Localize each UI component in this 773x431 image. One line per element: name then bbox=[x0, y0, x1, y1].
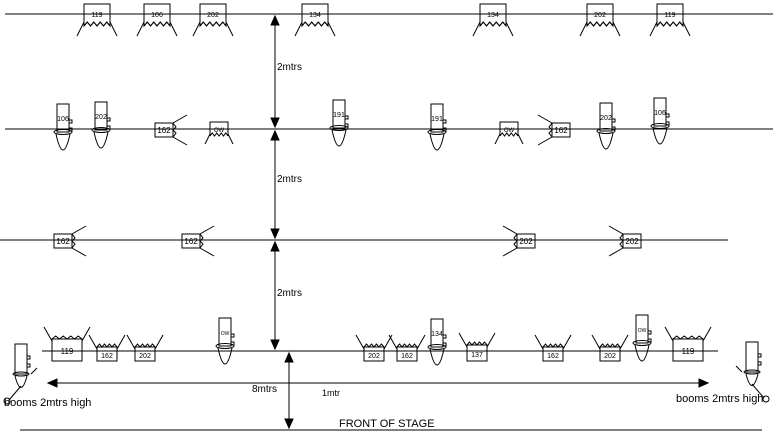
profile-spot-label: 134 bbox=[431, 331, 443, 338]
flood-lantern-label: 202 bbox=[604, 353, 616, 360]
flood-lantern-label: 134 bbox=[309, 12, 321, 19]
dimension-label-width: 8mtrs bbox=[252, 384, 277, 395]
flood-lantern-label: 202 bbox=[139, 353, 151, 360]
flood-lantern: 134 bbox=[472, 3, 514, 37]
flood-lantern: 119 bbox=[664, 326, 712, 362]
booms-label-right: booms 2mtrs high bbox=[676, 393, 763, 405]
profile-spot: OW bbox=[632, 314, 652, 362]
flood-lantern-label: 162 bbox=[101, 353, 113, 360]
fresnel-lantern: OW bbox=[204, 121, 234, 145]
dimension-arrow-2 bbox=[270, 129, 280, 240]
flood-lantern: 202 bbox=[355, 334, 393, 362]
flood-lantern-label: 119 bbox=[664, 12, 675, 19]
fresnel-lantern-label: 202 bbox=[625, 237, 639, 246]
fresnel-lantern-label: OW bbox=[214, 128, 225, 134]
flood-lantern: 106 bbox=[136, 3, 178, 37]
flood-lantern: 202 bbox=[192, 3, 234, 37]
profile-spot-label: 202 bbox=[95, 114, 107, 121]
dimension-arrow-1 bbox=[270, 14, 280, 129]
profile-spot-label: OW bbox=[638, 328, 647, 334]
fresnel-lantern: 162 bbox=[154, 114, 188, 146]
profile-spot-label: 191 bbox=[431, 116, 443, 123]
flood-lantern: 162 bbox=[388, 334, 426, 362]
flood-lantern-label: 202 bbox=[207, 12, 219, 19]
flood-lantern-label: 202 bbox=[368, 353, 380, 360]
flood-lantern-label: 162 bbox=[401, 353, 413, 360]
boom-lantern-left bbox=[3, 343, 38, 405]
flood-lantern: 162 bbox=[534, 334, 572, 362]
flood-lantern: 162 bbox=[88, 334, 126, 362]
profile-spot-label: 202 bbox=[600, 115, 612, 122]
booms-label-left: booms 2mtrs high bbox=[4, 397, 91, 409]
flood-lantern: 119 bbox=[43, 326, 91, 362]
profile-spot-label: 191 bbox=[333, 112, 345, 119]
flood-lantern-label: 119 bbox=[91, 12, 102, 19]
flood-lantern: 134 bbox=[294, 3, 336, 37]
fresnel-lantern: 162 bbox=[53, 225, 87, 257]
profile-spot: 191 bbox=[329, 99, 349, 147]
dimension-label-gap-3: 2mtrs bbox=[277, 288, 302, 299]
flood-lantern: 137 bbox=[458, 332, 496, 362]
profile-spot: 134 bbox=[427, 318, 447, 366]
profile-spot: 202 bbox=[91, 101, 111, 149]
flood-lantern: 119 bbox=[649, 3, 691, 37]
fresnel-lantern: OW bbox=[494, 121, 524, 145]
fresnel-lantern: 202 bbox=[502, 225, 536, 257]
fresnel-lantern: 162 bbox=[537, 114, 571, 146]
fresnel-lantern-label: 162 bbox=[56, 237, 70, 246]
fresnel-lantern-label: 202 bbox=[519, 237, 533, 246]
dimension-arrow-3 bbox=[270, 240, 280, 351]
profile-spot: 106 bbox=[650, 97, 670, 145]
flood-lantern-label: 119 bbox=[61, 347, 74, 356]
flood-lantern-label: 202 bbox=[594, 12, 606, 19]
dimension-label-front: 1mtr bbox=[322, 388, 340, 398]
flood-lantern-label: 162 bbox=[547, 353, 559, 360]
profile-spot-label: 106 bbox=[57, 116, 69, 123]
front-of-stage-label: FRONT OF STAGE bbox=[339, 418, 435, 430]
flood-lantern: 202 bbox=[591, 334, 629, 362]
boom-lantern-right bbox=[735, 341, 770, 403]
fresnel-lantern-label: 162 bbox=[554, 126, 568, 135]
flood-lantern-label: 119 bbox=[682, 347, 695, 356]
flood-lantern-label: 137 bbox=[471, 352, 483, 359]
profile-spot: OW bbox=[215, 317, 235, 365]
fresnel-lantern-label: 162 bbox=[157, 126, 171, 135]
flood-lantern: 202 bbox=[579, 3, 621, 37]
flood-lantern-label: 106 bbox=[151, 12, 163, 19]
profile-spot: 191 bbox=[427, 103, 447, 151]
fresnel-lantern-label: OW bbox=[504, 128, 515, 134]
profile-spot: 202 bbox=[596, 102, 616, 150]
profile-spot-label: OW bbox=[221, 331, 230, 337]
dimension-arrow-width bbox=[46, 378, 710, 388]
dimension-arrow-front bbox=[284, 351, 294, 430]
dimension-label-gap-2: 2mtrs bbox=[277, 174, 302, 185]
profile-spot: 106 bbox=[53, 103, 73, 151]
dimension-label-gap-1: 2mtrs bbox=[277, 62, 302, 73]
flood-lantern: 119 bbox=[76, 3, 118, 37]
fresnel-lantern-label: 162 bbox=[184, 237, 198, 246]
fresnel-lantern: 162 bbox=[181, 225, 215, 257]
fresnel-lantern: 202 bbox=[608, 225, 642, 257]
flood-lantern-label: 134 bbox=[487, 12, 499, 19]
flood-lantern: 202 bbox=[126, 334, 164, 362]
profile-spot-label: 106 bbox=[654, 110, 666, 117]
